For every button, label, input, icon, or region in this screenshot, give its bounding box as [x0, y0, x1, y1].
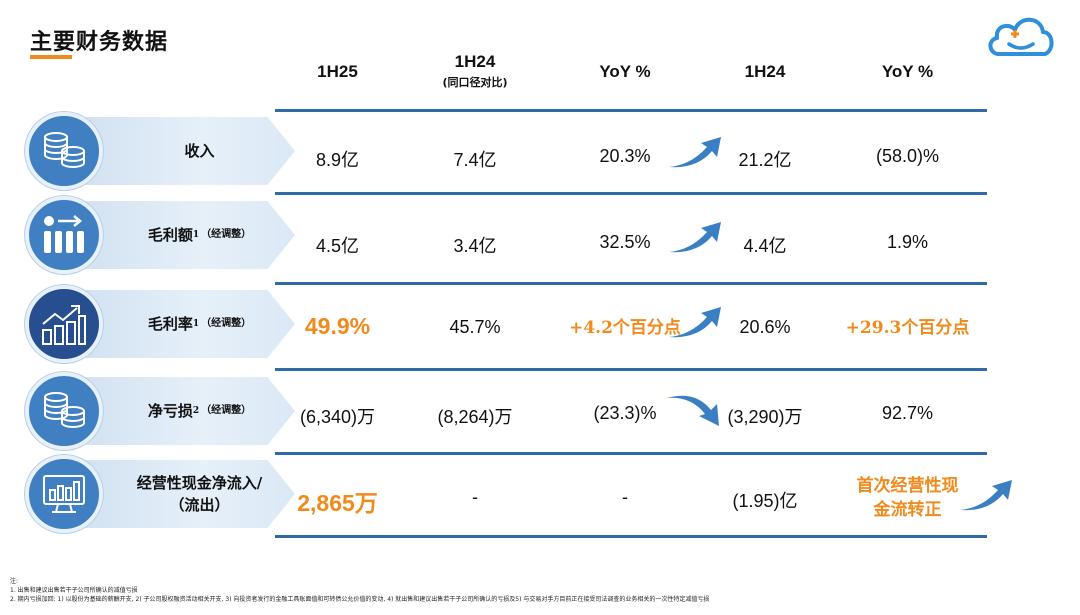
badge-circle — [25, 196, 103, 274]
cell-1h25: 4.5亿 — [315, 236, 360, 256]
row-label: 毛利额 1 （经调整） — [147, 226, 252, 244]
cell-1h25: (6,340)万 — [299, 407, 376, 427]
row-divider — [275, 282, 987, 285]
row-label: 经营性现金净流入/（流出） — [136, 474, 263, 514]
row-badge-gross-profit: 毛利额 1 （经调整） — [25, 196, 295, 274]
badge-circle — [25, 455, 103, 533]
cell-1h24-comparable: (8,264)万 — [437, 407, 513, 427]
row-badge-operating-cash-flow: 经营性现金净流入/（流出） — [25, 455, 295, 533]
footnote-head: 注: — [10, 578, 19, 585]
highlight-line-1: 首次经营性现 — [856, 476, 959, 496]
row-divider — [275, 109, 987, 112]
header-1h25: 1H25 — [317, 62, 358, 81]
cell-1h24-comparable: - — [472, 487, 478, 507]
row-badge-net-loss: 净亏损 2 （经调整） — [25, 372, 295, 450]
row-divider — [275, 368, 987, 371]
cell-yoy-2: (58.0)% — [875, 146, 940, 166]
cell-yoy-1: - — [622, 487, 628, 507]
badge-circle — [25, 372, 103, 450]
cell-yoy-2-highlight: 首次经营性现 金流转正 — [835, 474, 980, 522]
trend-chart-icon — [42, 305, 86, 345]
row-label: 收入 — [184, 142, 215, 160]
badge-circle — [25, 285, 103, 363]
cell-yoy-2: 92.7% — [881, 403, 934, 423]
trend-up-arrow-icon — [960, 480, 1012, 511]
badge-banner — [65, 117, 295, 185]
cell-1h24: (1.95)亿 — [732, 491, 798, 511]
header-yoy-1: YoY % — [599, 62, 651, 81]
row-label: 净亏损 2 （经调整） — [147, 402, 252, 420]
cell-yoy-1: 20.3% — [599, 146, 651, 166]
coins-icon — [44, 392, 85, 428]
footnote-1: 1. 出售和建议出售若干子公司所确认的减值亏损 — [10, 587, 138, 594]
cell-1h24: 21.2亿 — [738, 150, 792, 170]
monitor-chart-icon — [43, 475, 85, 513]
cell-1h25-highlight: 2,865万 — [297, 490, 378, 516]
badge-banner — [65, 377, 295, 445]
row-badge-revenue: 收入 — [25, 112, 295, 190]
cell-yoy-2-highlight: +29.3个百分点 — [845, 318, 970, 338]
cell-1h24: 4.4亿 — [743, 236, 787, 256]
footnote-2: 2. 期内亏损加回: 1) 以股份为基础的薪酬开支, 2) 子公司股权融资活动相… — [10, 596, 710, 603]
header-1h24-comparable: 1H24 (同口径对比) — [420, 52, 530, 90]
header-1h24-sub: (同口径对比) — [442, 76, 508, 89]
trend-up-arrow-icon — [669, 137, 721, 168]
cell-yoy-2: 1.9% — [886, 232, 929, 252]
cell-yoy-1: 32.5% — [599, 232, 651, 252]
page-title: 主要财务数据 — [30, 29, 169, 55]
cell-1h25: 8.9亿 — [315, 150, 360, 170]
cell-1h24: (3,290)万 — [727, 407, 803, 427]
highlight-line-2: 金流转正 — [873, 500, 942, 520]
cell-1h24-comparable: 45.7% — [449, 317, 501, 337]
title-underline — [30, 55, 72, 59]
cell-1h24-comparable: 3.4亿 — [453, 236, 497, 256]
coins-icon — [44, 132, 85, 168]
badge-banner — [65, 201, 295, 269]
header-yoy-2: YoY % — [881, 62, 934, 81]
badge-banner — [65, 290, 295, 358]
cell-yoy-1-highlight: +4.2个百分点 — [569, 318, 681, 338]
header-1h24: 1H24 — [744, 62, 786, 81]
badge-circle — [25, 112, 103, 190]
row-divider — [275, 452, 987, 455]
row-divider — [275, 192, 987, 195]
trend-up-arrow-icon — [669, 307, 721, 338]
row-divider — [275, 535, 987, 538]
cell-1h24-comparable: 7.4亿 — [453, 150, 497, 170]
cell-1h25-highlight: 49.9% — [304, 313, 371, 339]
badge-banner — [65, 460, 295, 528]
cloud-logo — [988, 17, 1054, 56]
trend-down-arrow-icon — [667, 395, 719, 426]
row-label: 毛利率 1 （经调整） — [147, 315, 252, 333]
cell-yoy-1: (23.3)% — [593, 403, 657, 423]
trend-up-arrow-icon — [669, 222, 721, 253]
row-badge-gross-margin: 毛利率 1 （经调整） — [25, 285, 295, 363]
cell-1h24: 20.6% — [739, 317, 791, 337]
bar-people-icon — [44, 215, 84, 253]
header-1h24-label: 1H24 — [454, 52, 496, 71]
